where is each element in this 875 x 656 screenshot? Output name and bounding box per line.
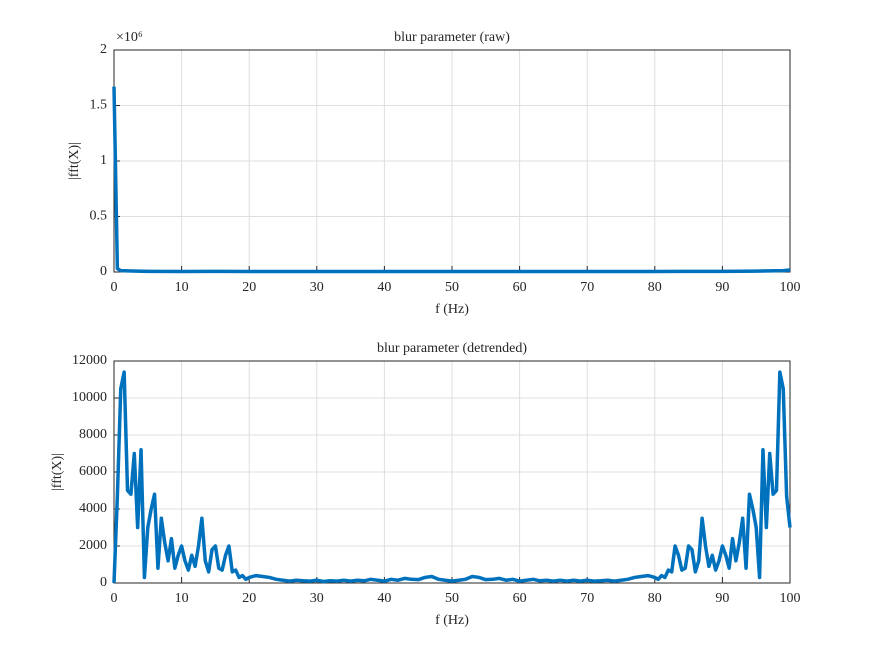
x-tick-label: 70 [580,280,594,295]
x-tick-label: 40 [377,591,391,606]
y-tick-label: 0.5 [90,209,108,224]
x-tick-label: 0 [111,280,118,295]
x-tick-label: 20 [242,280,256,295]
x-tick-label: 30 [310,591,324,606]
x-tick-label: 80 [648,280,662,295]
x-tick-label: 60 [513,591,527,606]
y-tick-label: 8000 [79,427,107,442]
y-tick-label: 10000 [72,390,107,405]
y-tick-label: 2000 [79,538,107,553]
y-tick-label: 4000 [79,501,107,516]
x-tick-label: 90 [715,591,729,606]
y-axis-label: |fft(X)| [50,453,65,491]
y-tick-label: 0 [100,575,107,590]
x-axis-label: f (Hz) [435,302,469,317]
y-tick-label: 1.5 [90,98,108,113]
x-tick-label: 10 [175,280,189,295]
data-line [112,86,791,274]
x-tick-label: 30 [310,280,324,295]
data-line [112,370,792,584]
x-tick-label: 100 [780,280,801,295]
y-axis-label: |fft(X)| [67,142,82,180]
x-tick-label: 60 [513,280,527,295]
y-tick-label: 6000 [79,464,107,479]
x-tick-label: 50 [445,280,459,295]
axes-box [113,360,791,584]
axis-exponent: ×10⁶ [116,30,143,45]
x-tick-label: 0 [111,591,118,606]
y-tick-label: 1 [100,153,107,168]
x-tick-label: 80 [648,591,662,606]
x-tick-label: 90 [715,280,729,295]
chart-title: blur parameter (detrended) [377,341,527,356]
x-tick-label: 40 [377,280,391,295]
y-tick-label: 0 [100,264,107,279]
x-axis-label: f (Hz) [435,613,469,628]
y-tick-label: 12000 [72,353,107,368]
x-tick-label: 20 [242,591,256,606]
x-tick-label: 50 [445,591,459,606]
x-tick-label: 70 [580,591,594,606]
chart-title: blur parameter (raw) [394,30,510,45]
x-tick-label: 10 [175,591,189,606]
x-tick-label: 100 [780,591,801,606]
y-tick-label: 2 [100,42,107,57]
